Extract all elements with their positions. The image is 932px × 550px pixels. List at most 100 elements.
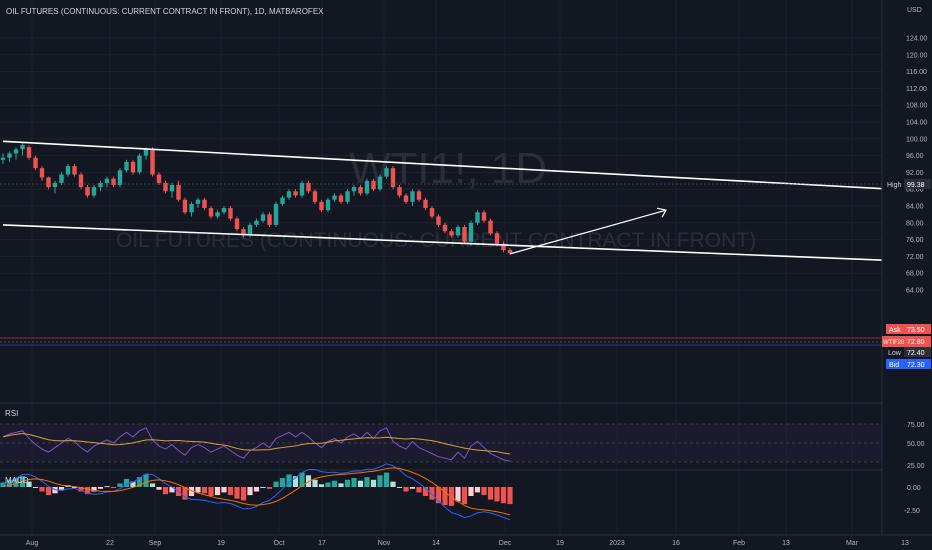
- macd-bar: [487, 487, 494, 500]
- candle: [325, 197, 331, 213]
- macd-bar: [325, 482, 331, 487]
- candle: [488, 218, 493, 236]
- candle: [163, 180, 168, 194]
- macd-axis[interactable]: 0.00 -2.50: [904, 485, 921, 515]
- macd-bar: [13, 478, 19, 487]
- time-tick: 17: [318, 540, 326, 547]
- time-tick: 16: [672, 540, 680, 547]
- macd-bar: [383, 472, 390, 487]
- candle: [332, 193, 337, 202]
- candle: [273, 201, 279, 227]
- price-axis[interactable]: 124.00 120.00 116.00 112.00 108.00 104.00 100.…: [906, 36, 928, 295]
- macd-title[interactable]: MACD: [5, 476, 29, 485]
- candle: [280, 195, 285, 206]
- macd-bar: [97, 487, 104, 489]
- candle: [78, 172, 84, 190]
- time-tick: Nov: [378, 540, 391, 547]
- macd-bar: [39, 487, 45, 492]
- candle: [130, 159, 136, 175]
- candle: [306, 180, 311, 194]
- candle: [182, 197, 188, 215]
- channel-drawing[interactable]: [2, 140, 894, 262]
- price-tick: 100.00: [906, 136, 928, 143]
- price-tick: 80.00: [906, 220, 924, 227]
- candle: [384, 166, 389, 179]
- macd-bar: [474, 487, 481, 493]
- candle: [494, 231, 500, 246]
- candle: [436, 214, 441, 227]
- macd-bar: [208, 487, 214, 496]
- rsi-title[interactable]: RSI: [5, 409, 18, 418]
- macd-bar: [104, 486, 110, 488]
- candle: [39, 166, 45, 181]
- candle: [33, 155, 38, 171]
- macd-line: [2, 463, 511, 521]
- macd-bar: [26, 481, 32, 487]
- ask-value: 73.50: [907, 327, 925, 334]
- bid-label: Bid: [889, 362, 899, 369]
- symbol-description[interactable]: OIL FUTURES (CONTINUOUS: CURRENT CONTRAC…: [6, 7, 324, 16]
- currency-label[interactable]: USD: [907, 7, 922, 14]
- price-tick: 68.00: [906, 271, 924, 278]
- price-tick: 72.00: [906, 254, 924, 261]
- contract-label: WTIF2023: [883, 340, 912, 346]
- candle: [338, 193, 344, 204]
- time-axis[interactable]: Aug 22 Sep 19 Oct 17 Nov 14 Dec 19 2023 16 Feb 13 Mar 1…: [26, 540, 909, 547]
- macd-bar: [279, 478, 286, 487]
- candle: [195, 197, 201, 209]
- time-tick: 14: [432, 540, 440, 547]
- macd-bar: [468, 487, 474, 496]
- candle: [111, 176, 116, 188]
- bid-price-label: Bid 72.30: [886, 359, 931, 369]
- rsi-pane[interactable]: RSI: [0, 409, 882, 463]
- channel-upper-line[interactable]: [2, 140, 894, 190]
- macd-bar: [312, 479, 318, 487]
- price-tick: 104.00: [906, 120, 928, 127]
- watermark-description: OIL FUTURES (CONTINUOUS: CURRENT CONTRAC…: [116, 229, 756, 252]
- candle: [156, 172, 162, 185]
- macd-bar: [455, 487, 461, 502]
- candle: [176, 180, 181, 202]
- macd-bar: [370, 479, 377, 487]
- time-tick: Mar: [846, 540, 859, 547]
- candle: [234, 216, 240, 232]
- macd-tick: -2.50: [904, 508, 920, 515]
- price-tick: 112.00: [906, 86, 927, 93]
- candle: [501, 241, 506, 253]
- rsi-axis[interactable]: 75.00 50.00 25.00: [907, 422, 925, 470]
- rsi-tick: 50.00: [907, 441, 925, 448]
- time-tick: 13: [901, 540, 909, 547]
- chart-grid: [0, 0, 906, 535]
- macd-histogram: [0, 472, 513, 506]
- candle: [59, 172, 64, 185]
- macd-bar: [429, 487, 435, 500]
- arrow-drawing[interactable]: [509, 209, 667, 255]
- macd-bar: [130, 481, 136, 487]
- macd-bar: [396, 487, 403, 488]
- time-axis-bg[interactable]: [0, 535, 932, 550]
- candle: [351, 185, 357, 196]
- candle: [85, 185, 90, 198]
- time-tick: 22: [106, 540, 114, 547]
- candle: [208, 206, 214, 219]
- low-value: 72.40: [907, 350, 925, 357]
- price-tick: 92.00: [906, 170, 924, 177]
- macd-bar: [182, 487, 188, 500]
- price-tick: 124.00: [906, 36, 928, 43]
- candle: [312, 189, 318, 204]
- macd-tick: 0.00: [907, 485, 921, 492]
- macd-bar: [58, 487, 65, 490]
- channel-lower-line[interactable]: [2, 224, 894, 262]
- time-tick: Sep: [149, 540, 162, 547]
- candle: [468, 220, 474, 246]
- macd-pane[interactable]: MACD: [0, 463, 513, 521]
- macd-bar: [364, 477, 370, 487]
- arrow-head-icon: [656, 207, 667, 218]
- candle: [241, 227, 246, 238]
- time-tick: Aug: [26, 540, 39, 547]
- price-axis-bg[interactable]: [882, 0, 932, 535]
- candle: [442, 222, 448, 234]
- macd-bar: [416, 487, 422, 493]
- macd-bar: [123, 478, 130, 487]
